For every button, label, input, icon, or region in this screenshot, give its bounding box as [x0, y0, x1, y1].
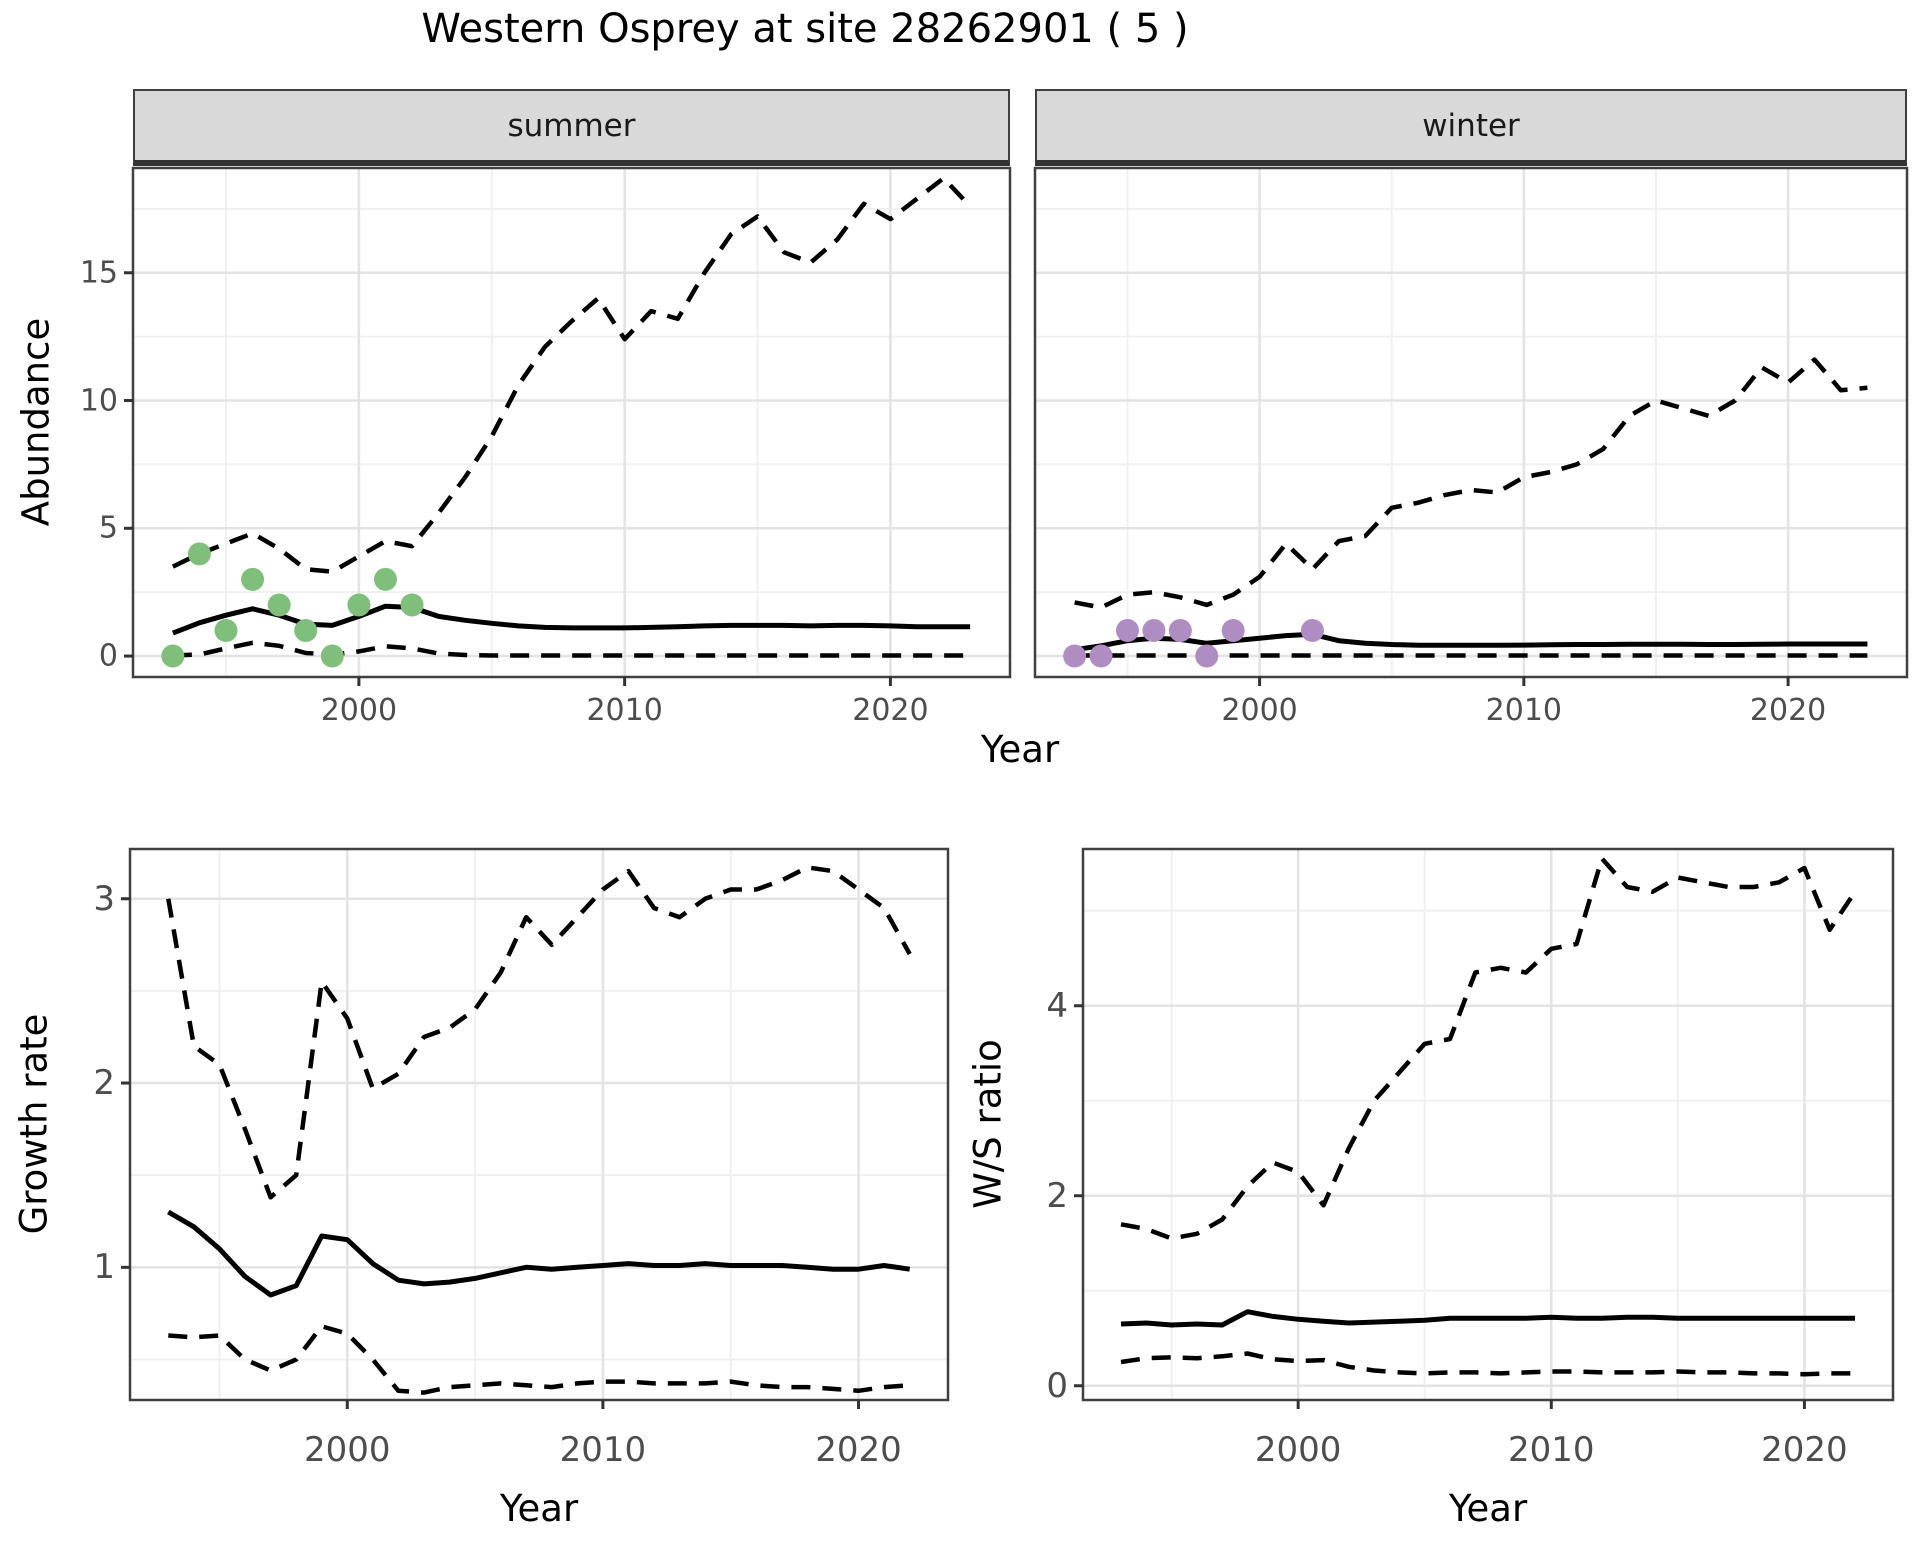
- median-line: [1120, 1309, 1855, 1328]
- lower-ci-line: [1120, 1351, 1855, 1377]
- median-line: [1074, 631, 1868, 653]
- y-tick-label: 1: [93, 1247, 115, 1288]
- facet-strip-summer-label: summer: [507, 107, 636, 144]
- x-tick-label: 2020: [1761, 1430, 1848, 1470]
- x-tick-label: 2000: [1221, 693, 1298, 728]
- x-tick-label: 2020: [852, 693, 929, 728]
- facet-strip-winter: winter: [1035, 89, 1907, 166]
- observation-point: [1142, 618, 1166, 642]
- y-tick-label: 4: [1046, 985, 1068, 1026]
- panel-border: [1033, 166, 1909, 679]
- observation-point: [1115, 618, 1139, 642]
- observation-point: [1168, 618, 1192, 642]
- y-axis-title-abundance: Abundance: [14, 317, 58, 527]
- figure-title: Western Osprey at site 28262901 ( 5 ): [421, 6, 1189, 52]
- x-tick-label: 2020: [1749, 693, 1827, 728]
- upper-ci-line: [1120, 856, 1857, 1241]
- x-tick-label: 2000: [1254, 1430, 1342, 1470]
- observation-point: [1063, 644, 1087, 668]
- observation-point: [161, 644, 185, 668]
- median-line: [167, 1209, 911, 1298]
- observation-point: [294, 618, 318, 642]
- observation-point: [1195, 644, 1219, 668]
- panel-border: [1081, 847, 1895, 1402]
- facet-strip-winter-label: winter: [1422, 107, 1520, 144]
- upper-ci-line: [1074, 357, 1868, 610]
- x-tick-label: 2010: [559, 1430, 647, 1470]
- y-axis-title-growth-rate: Growth rate: [12, 1013, 56, 1235]
- observation-point: [400, 593, 424, 617]
- x-tick-label: 2010: [1508, 1430, 1595, 1470]
- x-tick-label: 2000: [320, 693, 398, 728]
- observation-point: [320, 644, 344, 668]
- lower-ci-line: [168, 1324, 910, 1395]
- median-line: [171, 603, 971, 636]
- x-axis-title-year-growth: Year: [499, 1487, 579, 1530]
- x-tick-label: 2010: [586, 693, 663, 728]
- observation-point: [373, 567, 397, 591]
- y-tick-label: 0: [98, 638, 118, 674]
- panel-border: [128, 847, 950, 1402]
- observation-point: [347, 593, 371, 617]
- facet-strip-summer: summer: [133, 89, 1010, 166]
- x-axis-title-year-ws: Year: [1448, 1487, 1528, 1530]
- y-tick-label: 2: [93, 1063, 115, 1104]
- y-tick-label: 15: [79, 255, 118, 291]
- lower-ci-line: [172, 640, 971, 658]
- observation-point: [241, 567, 265, 591]
- x-axis-title-year-top: Year: [980, 728, 1060, 771]
- panel-border: [131, 166, 1012, 679]
- upper-ci-line: [171, 175, 972, 574]
- observation-point: [267, 593, 291, 617]
- upper-ci-line: [166, 865, 912, 1200]
- y-tick-label: 10: [79, 383, 118, 419]
- observation-point: [1221, 618, 1245, 642]
- y-tick-label: 5: [98, 510, 118, 546]
- observation-point: [1300, 618, 1324, 642]
- observation-point: [187, 542, 211, 566]
- x-tick-label: 2000: [304, 1430, 391, 1470]
- y-tick-label: 0: [1046, 1365, 1068, 1406]
- observation-point: [1089, 644, 1113, 668]
- y-tick-label: 3: [93, 878, 115, 919]
- y-tick-label: 2: [1046, 1175, 1068, 1216]
- x-tick-label: 2010: [1485, 693, 1563, 728]
- observation-point: [214, 618, 238, 642]
- x-tick-label: 2020: [815, 1430, 902, 1470]
